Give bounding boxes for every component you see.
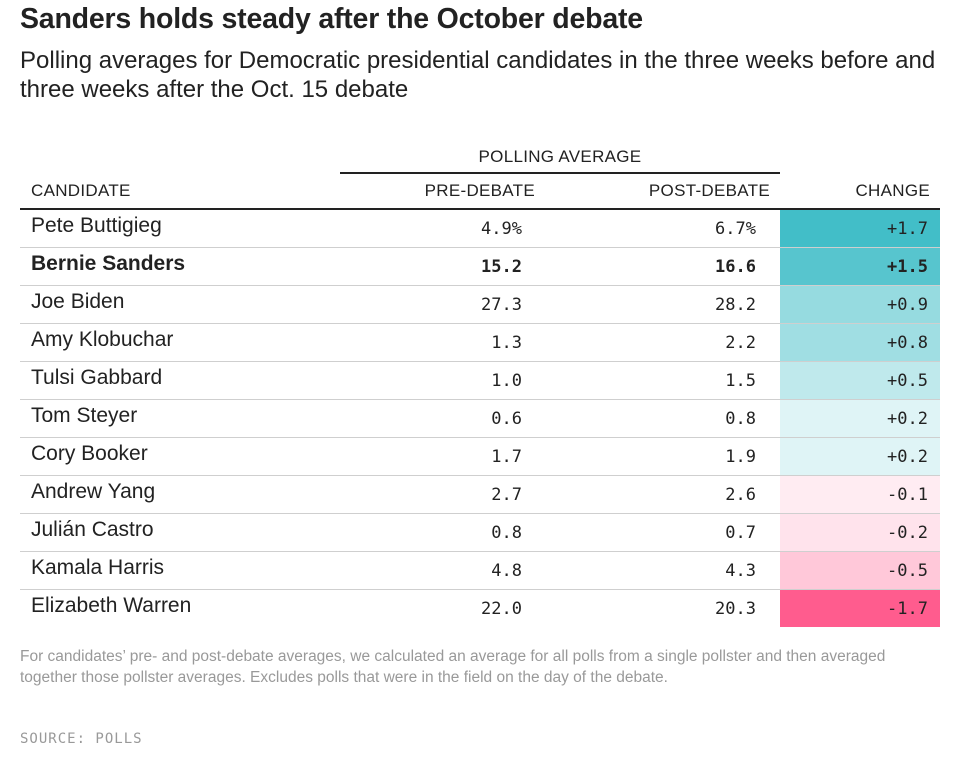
pre-debate-value: 0.8 xyxy=(491,523,522,543)
candidate-name: Kamala Harris xyxy=(31,556,165,579)
table-row: Cory Booker 1.7 1.9 +0.2 xyxy=(20,438,940,476)
pre-debate-value: 22.0 xyxy=(481,599,522,619)
row-divider xyxy=(20,589,940,590)
row-divider xyxy=(20,399,940,400)
polling-average-group-header: POLLING AVERAGE xyxy=(340,144,780,174)
post-debate-value: 1.9 xyxy=(725,447,756,467)
change-cell: +0.2 xyxy=(780,400,940,437)
candidate-name: Julián Castro xyxy=(31,518,154,541)
pre-debate-value: 1.3 xyxy=(491,333,522,353)
change-cell: -0.1 xyxy=(780,476,940,513)
table-row: Tulsi Gabbard 1.0 1.5 +0.5 xyxy=(20,362,940,400)
change-cell: -0.5 xyxy=(780,552,940,589)
pre-debate-value: 4.9% xyxy=(481,219,522,239)
change-cell: +0.2 xyxy=(780,438,940,475)
change-value: -0.5 xyxy=(887,561,928,581)
table-row: Pete Buttigieg 4.9% 6.7% +1.7 xyxy=(20,210,940,248)
row-divider xyxy=(20,323,940,324)
footnote: For candidates’ pre- and post-debate ave… xyxy=(20,648,886,686)
table-body: Pete Buttigieg 4.9% 6.7% +1.7 Bernie Sanders… xyxy=(20,210,940,628)
change-cell: +0.9 xyxy=(780,286,940,323)
row-divider xyxy=(20,475,940,476)
candidate-name: Amy Klobuchar xyxy=(31,328,174,351)
change-value: +1.7 xyxy=(887,219,928,239)
pre-debate-value: 1.0 xyxy=(491,371,522,391)
post-debate-value: 20.3 xyxy=(715,599,756,619)
pre-debate-value: 15.2 xyxy=(481,257,522,277)
pre-debate-value: 4.8 xyxy=(491,561,522,581)
candidate-name: Elizabeth Warren xyxy=(31,594,192,617)
row-divider xyxy=(20,285,940,286)
change-cell: -0.2 xyxy=(780,514,940,551)
change-value: -0.1 xyxy=(887,485,928,505)
change-cell: +1.7 xyxy=(780,210,940,247)
column-header-candidate: CANDIDATE xyxy=(31,181,131,200)
change-value: +1.5 xyxy=(887,257,928,277)
table-row: Amy Klobuchar 1.3 2.2 +0.8 xyxy=(20,324,940,362)
change-value: +0.9 xyxy=(887,295,928,315)
post-debate-value: 1.5 xyxy=(725,371,756,391)
candidate-name: Tom Steyer xyxy=(31,404,138,427)
post-debate-value: 2.2 xyxy=(725,333,756,353)
post-debate-value: 4.3 xyxy=(725,561,756,581)
table-row: Andrew Yang 2.7 2.6 -0.1 xyxy=(20,476,940,514)
candidate-name: Bernie Sanders xyxy=(31,252,186,275)
post-debate-value: 0.8 xyxy=(725,409,756,429)
column-header-change: CHANGE xyxy=(855,181,930,200)
row-divider xyxy=(20,437,940,438)
pre-debate-value: 2.7 xyxy=(491,485,522,505)
candidate-name: Cory Booker xyxy=(31,442,148,465)
change-cell: -1.7 xyxy=(780,590,940,627)
pre-debate-value: 27.3 xyxy=(481,295,522,315)
column-header-pre-debate: PRE-DEBATE xyxy=(424,181,535,200)
table-row: Julián Castro 0.8 0.7 -0.2 xyxy=(20,514,940,552)
post-debate-value: 28.2 xyxy=(715,295,756,315)
candidate-name: Andrew Yang xyxy=(31,480,156,503)
row-divider xyxy=(20,361,940,362)
table-row: Elizabeth Warren 22.0 20.3 -1.7 xyxy=(20,590,940,628)
post-debate-value: 6.7% xyxy=(715,219,756,239)
change-value: +0.8 xyxy=(887,333,928,353)
candidate-name: Tulsi Gabbard xyxy=(31,366,163,389)
row-divider xyxy=(20,551,940,552)
pre-debate-value: 0.6 xyxy=(491,409,522,429)
table-row: Joe Biden 27.3 28.2 +0.9 xyxy=(20,286,940,324)
change-value: -1.7 xyxy=(887,599,928,619)
pre-debate-value: 1.7 xyxy=(491,447,522,467)
post-debate-value: 2.6 xyxy=(725,485,756,505)
column-header-post-debate: POST-DEBATE xyxy=(648,181,770,200)
change-value: +0.5 xyxy=(887,371,928,391)
candidate-name: Joe Biden xyxy=(31,290,125,313)
chart-subtitle: Polling averages for Democratic presiden… xyxy=(20,47,936,103)
change-value: +0.2 xyxy=(887,409,928,429)
table-row: Tom Steyer 0.6 0.8 +0.2 xyxy=(20,400,940,438)
candidate-name: Pete Buttigieg xyxy=(31,214,162,237)
post-debate-value: 0.7 xyxy=(725,523,756,543)
table-row: Bernie Sanders 15.2 16.6 +1.5 xyxy=(20,248,940,286)
change-value: +0.2 xyxy=(887,447,928,467)
chart-title: Sanders holds steady after the October d… xyxy=(20,3,643,35)
change-cell: +1.5 xyxy=(780,248,940,285)
source-line: SOURCE: POLLS xyxy=(20,731,143,747)
change-value: -0.2 xyxy=(887,523,928,543)
row-divider xyxy=(20,247,940,248)
header-rule xyxy=(20,208,940,210)
change-cell: +0.8 xyxy=(780,324,940,361)
table-row: Kamala Harris 4.8 4.3 -0.5 xyxy=(20,552,940,590)
row-divider xyxy=(20,513,940,514)
post-debate-value: 16.6 xyxy=(715,257,756,277)
change-cell: +0.5 xyxy=(780,362,940,399)
